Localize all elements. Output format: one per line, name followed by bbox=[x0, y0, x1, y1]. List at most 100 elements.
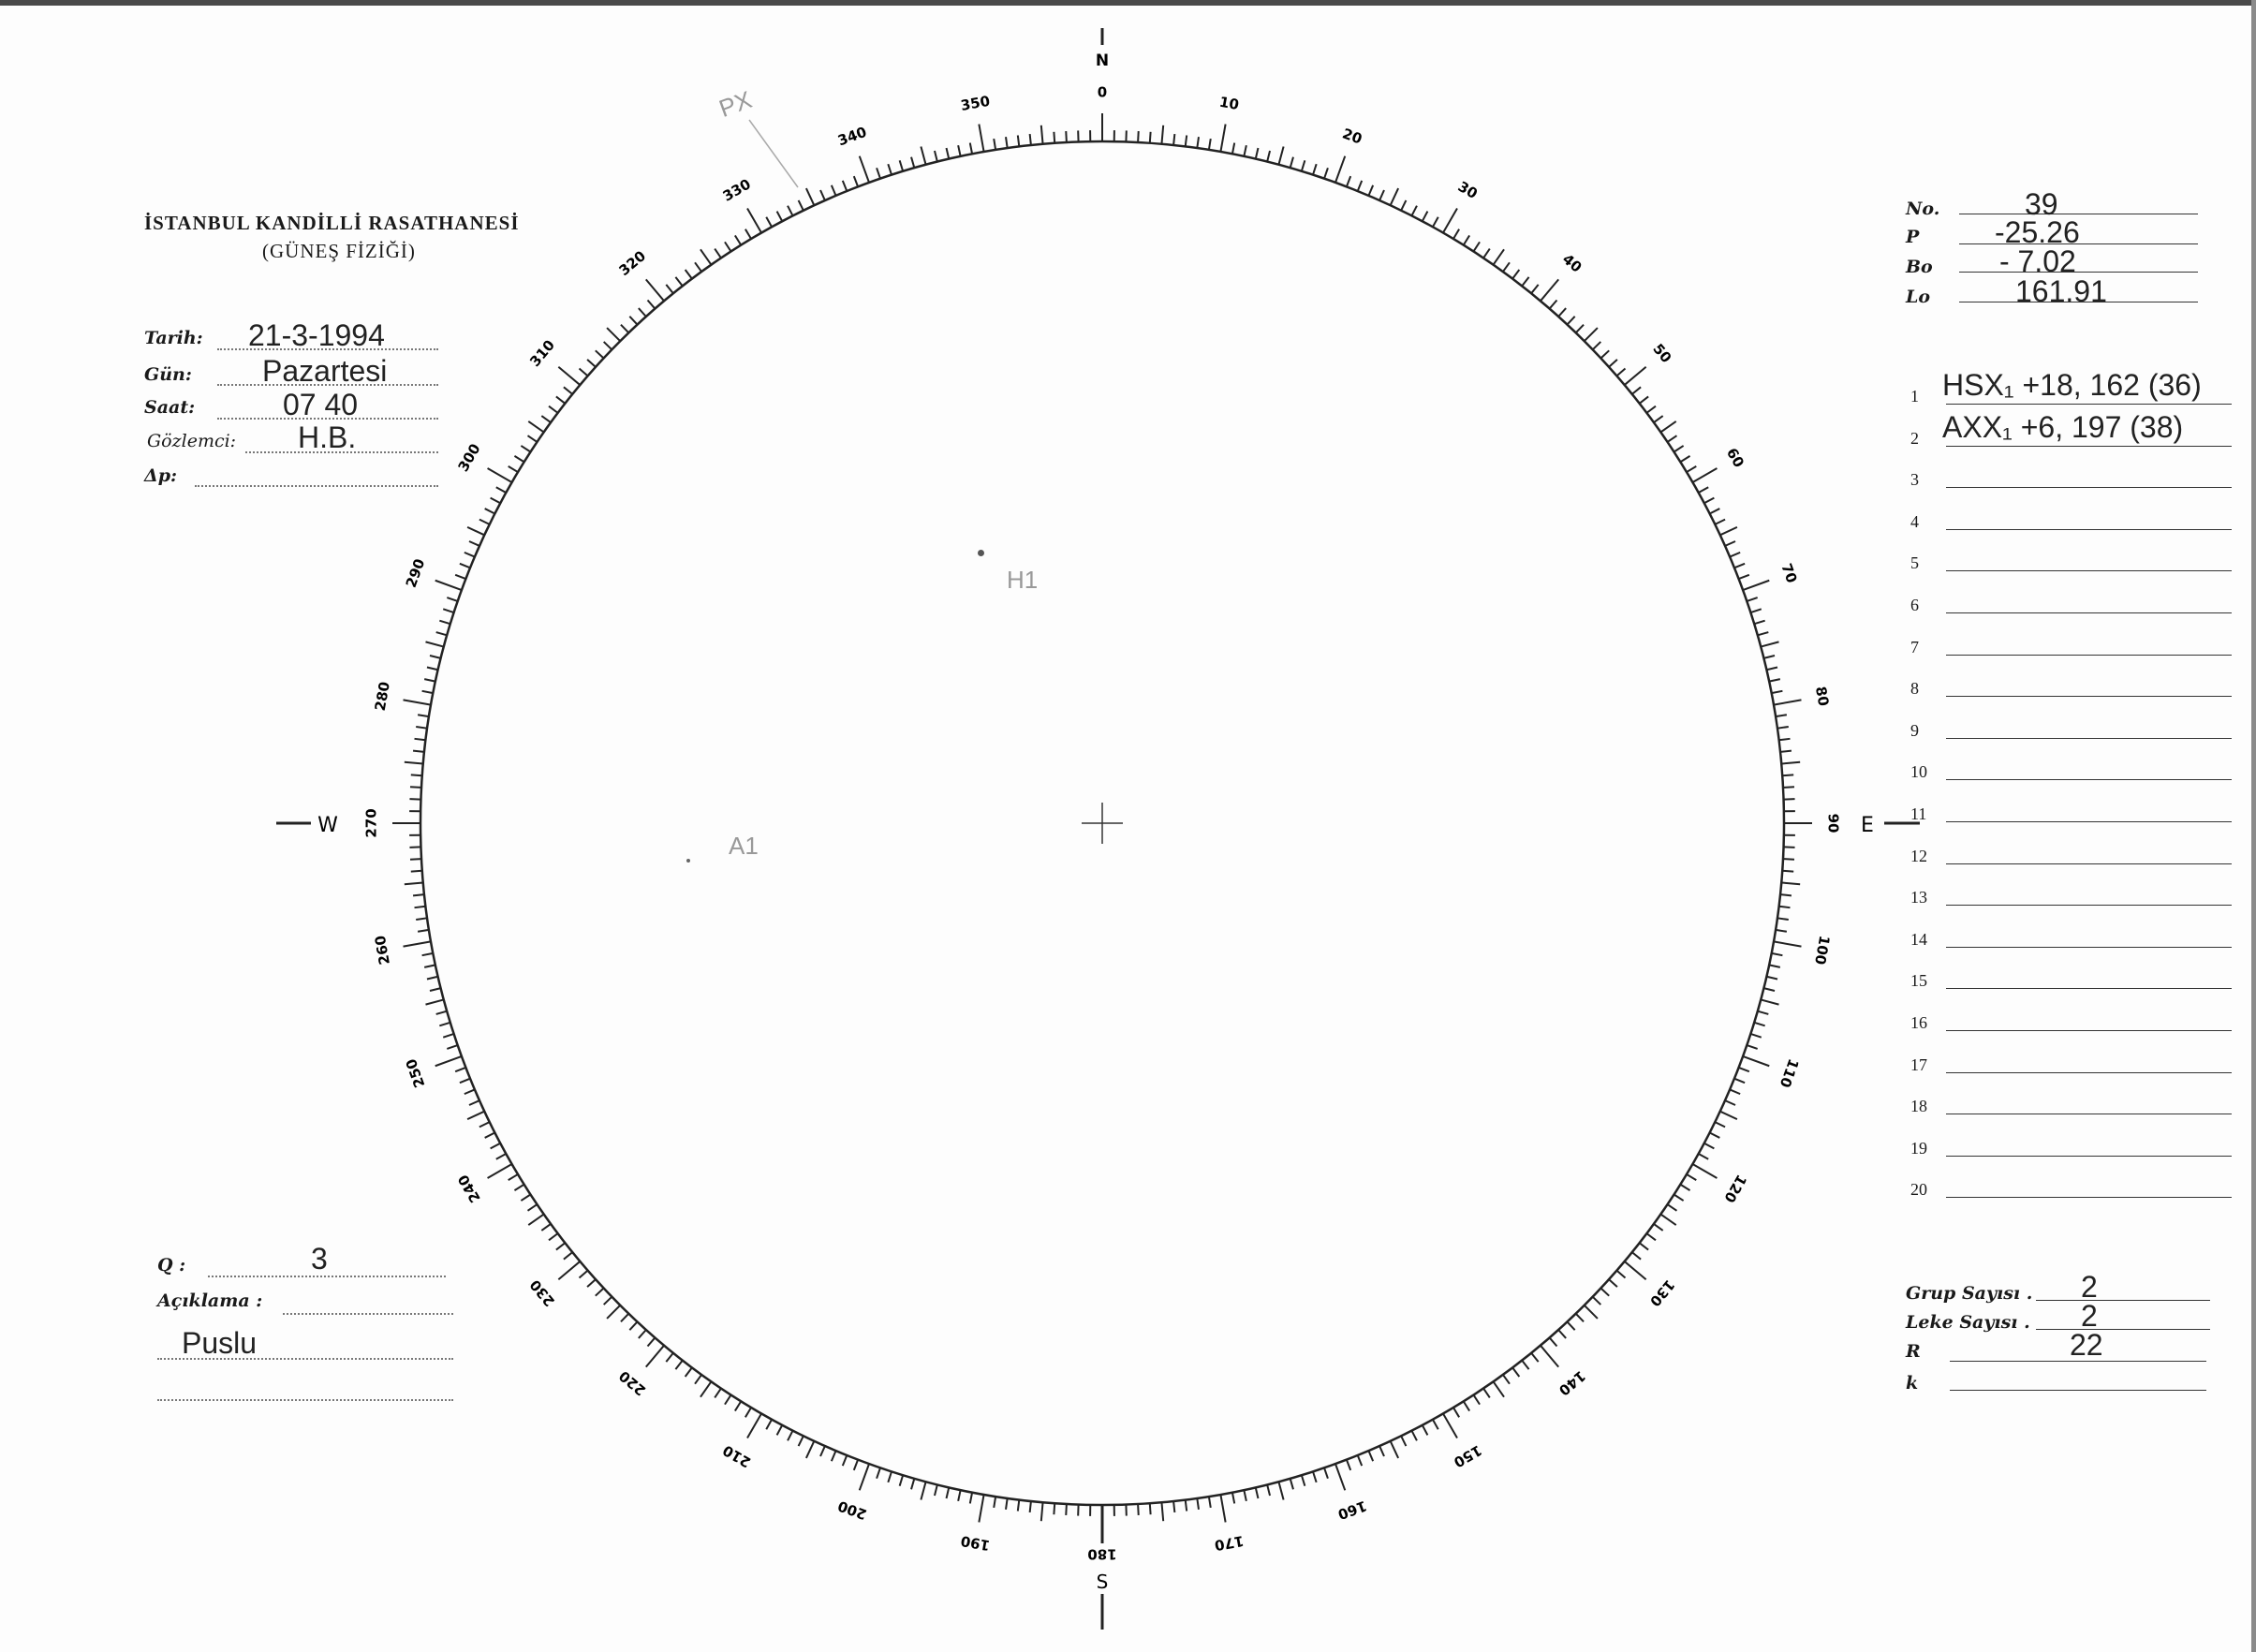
scale-tick bbox=[1254, 147, 1260, 159]
scale-tick bbox=[1300, 160, 1306, 172]
group-line bbox=[1946, 779, 2232, 781]
scale-tick bbox=[403, 699, 432, 706]
scale-tick bbox=[1659, 1213, 1677, 1226]
scale-tick bbox=[1243, 144, 1247, 157]
east-label: E bbox=[1861, 814, 1874, 837]
scale-tick bbox=[1768, 678, 1781, 683]
scale-tick bbox=[425, 641, 445, 648]
scale-label: 40 bbox=[1559, 250, 1585, 275]
group-line bbox=[1946, 1197, 2232, 1199]
scale-tick bbox=[1511, 269, 1521, 280]
scale-tick bbox=[628, 1320, 639, 1331]
scale-tick bbox=[645, 1345, 665, 1368]
scale-tick bbox=[595, 349, 605, 360]
scale-tick bbox=[1452, 229, 1460, 240]
scale-label: 320 bbox=[616, 247, 650, 279]
scale-tick bbox=[1615, 1269, 1627, 1279]
scale-tick bbox=[694, 1374, 702, 1385]
scale-tick bbox=[520, 1193, 531, 1202]
scale-tick bbox=[527, 420, 545, 434]
scale-tick bbox=[978, 1494, 985, 1523]
scale-tick bbox=[1557, 307, 1567, 317]
scale-tick bbox=[1160, 125, 1165, 144]
r-value[interactable]: 22 bbox=[2070, 1328, 2103, 1362]
scale-tick bbox=[993, 138, 997, 151]
group-number: 13 bbox=[1910, 888, 1927, 907]
scale-tick bbox=[1005, 137, 1009, 149]
scale-tick bbox=[714, 247, 722, 259]
group-line bbox=[1946, 821, 2232, 822]
scale-tick bbox=[978, 124, 985, 153]
scale-tick bbox=[526, 1203, 538, 1212]
no-value[interactable]: 39 bbox=[2025, 187, 2058, 221]
quality-value[interactable]: 3 bbox=[311, 1242, 328, 1276]
lo-value[interactable]: 161.91 bbox=[2015, 274, 2107, 308]
scale-tick bbox=[1760, 641, 1779, 648]
time-value[interactable]: 07 40 bbox=[283, 388, 359, 421]
scale-tick bbox=[1733, 1077, 1746, 1084]
group-number: 3 bbox=[1910, 470, 1919, 490]
scale-tick bbox=[1452, 1407, 1460, 1418]
scale-label: 10 bbox=[1218, 94, 1241, 113]
scale-tick bbox=[586, 1278, 597, 1288]
bo-value[interactable]: - 7.02 bbox=[1999, 244, 2076, 278]
scale-tick bbox=[804, 187, 816, 206]
scale-tick bbox=[1771, 689, 1783, 695]
p-label: P bbox=[1906, 227, 1920, 247]
scale-tick bbox=[435, 631, 448, 637]
scale-tick bbox=[1148, 131, 1152, 143]
scale-tick bbox=[1521, 276, 1530, 287]
scale-label: 0 bbox=[1098, 84, 1107, 101]
scale-tick bbox=[1781, 881, 1801, 886]
group-line bbox=[1946, 404, 2232, 405]
group-entry[interactable]: HSX₁ +18, 162 (36) bbox=[1942, 368, 2202, 402]
remarks-value[interactable]: Puslu bbox=[182, 1326, 258, 1360]
group-line bbox=[1946, 1071, 2232, 1073]
day-value[interactable]: Pazartesi bbox=[262, 354, 388, 388]
scale-label: 350 bbox=[959, 93, 991, 114]
spot-count-value[interactable]: 2 bbox=[2081, 1299, 2098, 1333]
scale-tick bbox=[1679, 1183, 1691, 1191]
scale-tick bbox=[459, 562, 471, 569]
scale-tick bbox=[1714, 1121, 1726, 1128]
scale-label: 90 bbox=[1825, 814, 1842, 833]
scale-tick bbox=[1719, 525, 1738, 537]
scale-tick bbox=[1184, 135, 1188, 147]
scale-tick bbox=[578, 1269, 589, 1279]
scale-tick bbox=[412, 893, 425, 897]
scale-tick bbox=[684, 1366, 693, 1378]
scale-tick bbox=[1750, 1033, 1762, 1039]
scale-tick bbox=[1345, 1459, 1352, 1471]
scale-tick bbox=[645, 278, 665, 302]
scale-tick bbox=[1277, 1481, 1285, 1500]
scale-tick bbox=[1016, 135, 1021, 147]
scale-tick bbox=[920, 1481, 927, 1500]
scale-tick bbox=[1196, 1497, 1200, 1510]
p-value[interactable]: -25.26 bbox=[1995, 215, 2080, 249]
group-number: 20 bbox=[1910, 1180, 1927, 1200]
scale-tick bbox=[1742, 1055, 1770, 1068]
scale-tick bbox=[1639, 395, 1649, 405]
group-number: 11 bbox=[1910, 804, 1927, 823]
group-count-value[interactable]: 2 bbox=[2081, 1270, 2098, 1304]
scale-tick bbox=[1724, 1099, 1736, 1106]
day-line bbox=[217, 384, 438, 386]
scale-tick bbox=[1766, 666, 1778, 671]
scale-tick bbox=[602, 1295, 613, 1305]
scale-tick bbox=[1698, 486, 1709, 494]
scale-tick bbox=[421, 951, 434, 957]
scale-tick bbox=[797, 1435, 804, 1447]
scale-tick bbox=[1775, 714, 1788, 718]
scale-tick bbox=[1775, 928, 1788, 933]
scale-tick bbox=[1742, 579, 1770, 591]
r-line bbox=[1950, 1361, 2206, 1362]
scale-label: 50 bbox=[1649, 341, 1674, 367]
date-value[interactable]: 21-3-1994 bbox=[248, 318, 385, 352]
scale-tick bbox=[934, 1484, 938, 1497]
scale-tick bbox=[1277, 146, 1285, 166]
observer-value[interactable]: H.B. bbox=[298, 420, 357, 454]
scale-tick bbox=[1600, 349, 1610, 360]
group-entry[interactable]: AXX₁ +6, 197 (38) bbox=[1942, 409, 2184, 444]
scale-tick bbox=[526, 435, 538, 443]
scale-tick bbox=[1709, 508, 1720, 515]
